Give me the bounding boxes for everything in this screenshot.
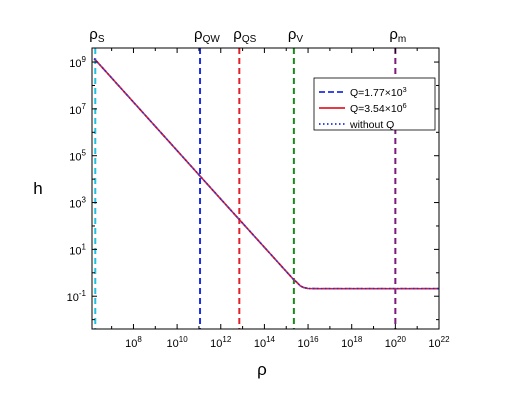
marker-label-s: ρS (89, 26, 105, 45)
legend-label-3: without Q (349, 119, 394, 131)
x-tick-label: 1022 (428, 335, 450, 350)
x-axis-label: ρ (257, 360, 267, 379)
series-line-3 (93, 58, 439, 290)
x-tick-label: 1014 (254, 335, 276, 350)
x-tick-label: 108 (125, 335, 142, 350)
marker-label-qs: ρQS (233, 26, 256, 45)
marker-label-m: ρm (389, 26, 406, 45)
x-tick-label: 1018 (341, 335, 363, 350)
x-tick-label: 1010 (167, 335, 189, 350)
legend-box (313, 77, 436, 131)
x-tick-label: 1020 (385, 335, 407, 350)
y-tick-label: 109 (69, 55, 86, 70)
legend-label-2: Q=3.54×106 (350, 101, 407, 115)
y-axis-label: h (33, 179, 42, 198)
x-tick-label: 1012 (210, 335, 232, 350)
legend: Q=1.77×103 Q=3.54×106 without Q (313, 77, 436, 131)
marker-label-v: ρV (288, 26, 304, 45)
y-tick-label: 105 (69, 149, 86, 164)
plot-frame (91, 47, 440, 330)
y-tick-label: 103 (69, 196, 86, 211)
x-tick-label: 1016 (297, 335, 319, 350)
y-tick-label: 10-1 (67, 289, 87, 304)
marker-label-qw: ρQW (194, 26, 220, 45)
y-tick-label: 107 (69, 102, 86, 117)
legend-label-1: Q=1.77×103 (350, 85, 407, 99)
marker-labels: ρS ρQW ρQS ρV ρm (89, 26, 406, 45)
y-tick-label: 101 (69, 242, 86, 257)
